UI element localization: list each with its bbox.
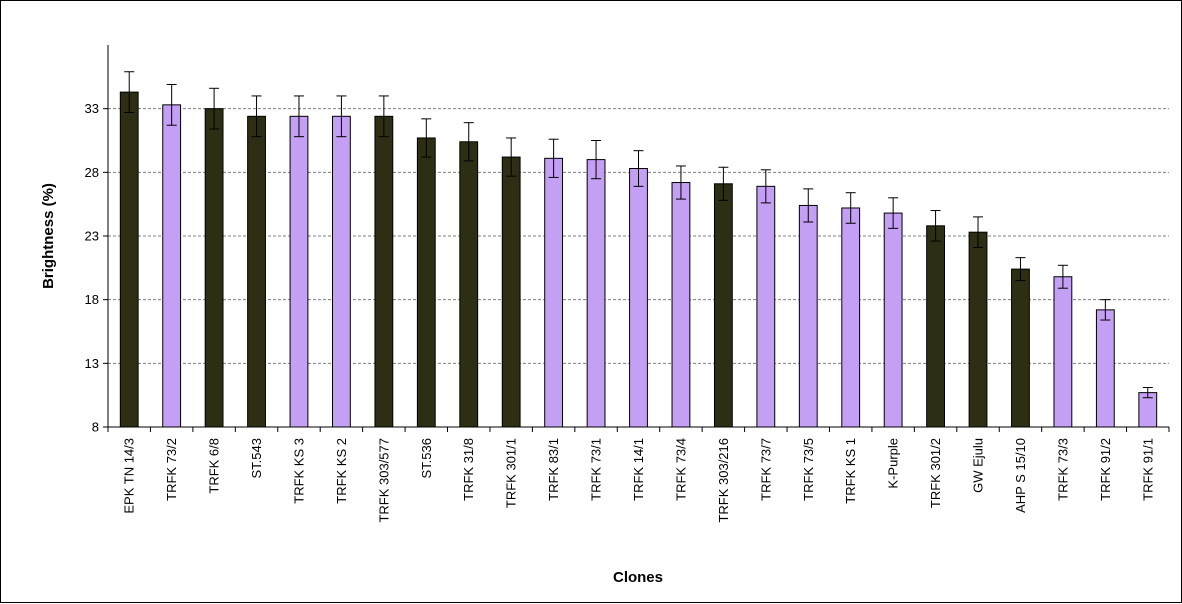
y-tick-label: 8 xyxy=(92,420,99,435)
bar xyxy=(713,183,733,428)
y-ticks: 8 13 18 23 28 33 xyxy=(85,101,108,435)
x-tick-label: TRFK 301/1 xyxy=(504,438,519,508)
x-axis-title: Clones xyxy=(613,569,663,586)
x-tick-label: TRFK KS 2 xyxy=(334,438,349,504)
x-tick-label: TRFK 91/2 xyxy=(1098,438,1113,501)
y-tick-label: 28 xyxy=(85,165,99,180)
x-tick-label: TRFK 83/1 xyxy=(546,438,561,501)
x-tick-label: K-Purple xyxy=(886,438,901,489)
bar xyxy=(332,115,351,428)
bar xyxy=(501,156,521,428)
bar xyxy=(416,137,436,428)
x-tick-label: TRFK 6/8 xyxy=(207,438,222,494)
x-tick-label: TRFK KS 1 xyxy=(843,438,858,504)
bar xyxy=(289,115,309,428)
bar xyxy=(798,204,818,428)
x-tick-label: GW Ejulu xyxy=(971,438,986,493)
bar xyxy=(544,157,564,428)
x-tick-label: TRFK 73/2 xyxy=(164,438,179,501)
x-tick-label: TRFK 303/216 xyxy=(716,438,731,523)
x-ticks: EPK TN 14/3 TRFK 73/2 TRFK 6/8 ST.543 TRFK K… xyxy=(107,427,1170,523)
x-tick-label: TRFK 91/1 xyxy=(1140,438,1155,501)
y-tick-label: 18 xyxy=(85,292,99,307)
x-tick-label: TRFK 73/4 xyxy=(673,438,688,501)
bar xyxy=(841,207,861,428)
x-tick-label: TRFK 31/8 xyxy=(461,438,476,501)
y-tick-label: 13 xyxy=(85,356,99,371)
x-tick-label: TRFK 301/2 xyxy=(928,438,943,508)
bar xyxy=(926,225,945,428)
x-tick-label: TRFK 73/1 xyxy=(589,438,604,501)
bar xyxy=(586,159,606,428)
bar xyxy=(883,212,903,428)
bars xyxy=(119,91,1158,428)
x-tick-label: ST.543 xyxy=(249,438,264,478)
bar xyxy=(459,141,479,428)
x-tick-label: TRFK KS 3 xyxy=(291,438,306,504)
bar xyxy=(204,108,224,428)
bar xyxy=(119,91,139,428)
bar xyxy=(247,115,266,428)
bar xyxy=(671,182,691,428)
bar xyxy=(1053,276,1073,428)
bar xyxy=(374,115,394,428)
x-tick-label: EPK TN 14/3 xyxy=(122,438,137,514)
bar xyxy=(1095,309,1115,428)
x-tick-label: TRFK 73/5 xyxy=(801,438,816,501)
x-tick-label: TRFK 303/577 xyxy=(376,438,391,523)
bar xyxy=(756,185,776,428)
x-tick-label: TRFK 14/1 xyxy=(631,438,646,501)
bar xyxy=(162,104,182,428)
x-tick-label: TRFK 73/3 xyxy=(1055,438,1070,501)
bar xyxy=(629,168,648,428)
y-axis-title: Brightness (%) xyxy=(40,183,57,289)
y-tick-label: 23 xyxy=(85,229,99,244)
bar xyxy=(968,231,988,428)
bar xyxy=(1011,268,1030,428)
x-tick-label: ST.536 xyxy=(419,438,434,478)
x-tick-label: TRFK 73/7 xyxy=(758,438,773,501)
x-tick-label: AHP S 15/10 xyxy=(1013,438,1028,513)
error-bars xyxy=(124,71,1153,399)
y-tick-label: 33 xyxy=(85,101,99,116)
